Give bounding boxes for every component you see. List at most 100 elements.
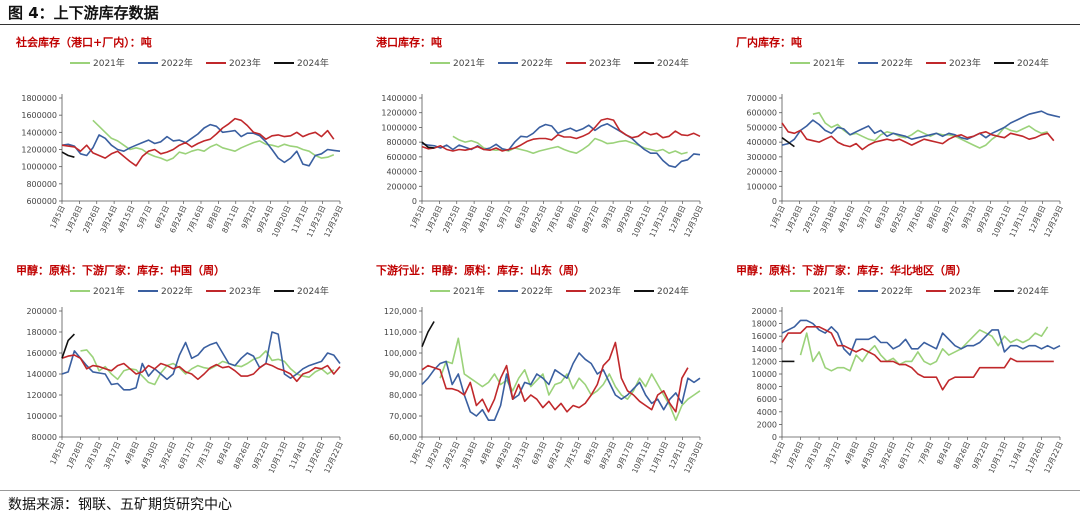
chart-1-ytick-label-0: 1400000 bbox=[381, 94, 417, 103]
chart-5-svg: 甲醇：原料：下游厂家：库存：华北地区（周） 2021年 2022年 2023年 2024… bbox=[736, 263, 1065, 475]
chart-1-ytick-label-7: 0 bbox=[412, 197, 417, 206]
chart-0-svg: 社会库存（港口+厂内）：吨 2021年 2022年 2023年 2024年 1800000… bbox=[15, 35, 345, 239]
chart-5-legend-label-1: 2022年 bbox=[881, 285, 913, 297]
chart-3-xtick-label-1: 1月28日 bbox=[65, 440, 86, 470]
chart-0-series-line-2 bbox=[61, 117, 335, 167]
chart-3-ytick-label-3: 140000 bbox=[26, 370, 57, 379]
chart-1-series-line-1 bbox=[421, 123, 701, 168]
source-note: 数据来源：钢联、五矿期货研究中心 bbox=[8, 497, 232, 513]
chart-2-ytick-label-7: 0 bbox=[772, 197, 777, 206]
chart-4-series-line-2 bbox=[421, 341, 689, 413]
chart-1-legend-label-0: 2021年 bbox=[453, 57, 485, 69]
chart-5-xtick-label-10: 8月26日 bbox=[952, 440, 973, 470]
chart-2-series-line-1 bbox=[781, 110, 1061, 146]
chart-1-ytick-label-2: 1000000 bbox=[381, 123, 417, 132]
chart-5-series-line-1 bbox=[781, 319, 1061, 356]
chart-2-ytick-label-4: 300000 bbox=[746, 153, 777, 162]
chart-5-xtick-label-12: 10月13日 bbox=[987, 440, 1010, 475]
chart-5-legend-label-2: 2023年 bbox=[949, 285, 981, 297]
chart-1-xtick-label-9: 8月6日 bbox=[565, 204, 584, 230]
chart-1-xtick-label-0: 1月5日 bbox=[408, 204, 427, 230]
bottom-rule bbox=[0, 490, 1080, 491]
chart-3-series-line-1 bbox=[61, 331, 341, 391]
chart-5-xtick-label-13: 11月4日 bbox=[1007, 440, 1028, 470]
chart-3-ytick-label-1: 180000 bbox=[26, 328, 57, 337]
chart-3-series-line-3 bbox=[61, 333, 75, 359]
chart-2-ytick-label-6: 100000 bbox=[746, 182, 777, 191]
chart-5-ytick-label-1: 18000 bbox=[752, 320, 777, 329]
chart-1-xtick-label-6: 6月3日 bbox=[513, 204, 532, 230]
chart-2-series-line-0 bbox=[812, 111, 1048, 149]
chart-5-ytick-label-9: 2000 bbox=[757, 420, 777, 429]
chart-0-ytick-label-2: 1400000 bbox=[21, 128, 57, 137]
chart-5-ytick-label-6: 8000 bbox=[757, 383, 777, 392]
chart-5-xtick-label-8: 7月9日 bbox=[917, 440, 936, 466]
chart-2-ytick-label-1: 600000 bbox=[746, 109, 777, 118]
chart-1-svg: 港口库存：吨 2021年 2022年 2023年 2024年 1400000 1200000… bbox=[376, 35, 705, 239]
chart-2-xtick-label-0: 1月5日 bbox=[768, 204, 787, 230]
chart-4-xtick-label-7: 6月3日 bbox=[530, 440, 549, 466]
chart-3-series-line-2 bbox=[61, 354, 341, 383]
chart-5-ytick-label-8: 4000 bbox=[757, 408, 777, 417]
chart-1-ytick-label-4: 600000 bbox=[386, 153, 417, 162]
chart-1-series-line-2 bbox=[421, 117, 701, 152]
chart-0-xtick-label-10: 8月11日 bbox=[220, 204, 241, 234]
figure-title: 图 4：上下游库存数据 bbox=[8, 4, 159, 22]
chart-4-title: 下游行业：甲醇：原料：库存：山东（周） bbox=[376, 263, 585, 277]
chart-2-series-line-3 bbox=[781, 137, 795, 148]
chart-4-xtick-label-9: 7月15日 bbox=[563, 440, 584, 470]
chart-4-ytick-label-3: 90,000 bbox=[389, 370, 417, 379]
chart-2-xtick-label-9: 8月6日 bbox=[925, 204, 944, 230]
chart-1-xtick-label-5: 5月7日 bbox=[495, 204, 514, 230]
chart-4-xtick-label-0: 1月5日 bbox=[408, 440, 427, 466]
chart-4-xtick-label-10: 8月5日 bbox=[582, 440, 601, 466]
chart-0-ytick-label-0: 1800000 bbox=[21, 94, 57, 103]
chart-3-ytick-label-6: 80000 bbox=[32, 433, 57, 442]
chart-4-ytick-label-0: 120,000 bbox=[384, 307, 417, 316]
chart-5-xtick-label-11: 9月22日 bbox=[970, 440, 991, 470]
chart-1-legend-label-2: 2023年 bbox=[589, 57, 621, 69]
chart-5-ytick-label-10: 0 bbox=[772, 433, 777, 442]
chart-0-xtick-label-9: 8月8日 bbox=[205, 204, 224, 230]
chart-2-svg: 厂内库存：吨 2021年 2022年 2023年 2024年 700000 600000 50… bbox=[736, 35, 1065, 239]
chart-3-xtick-label-0: 1月5日 bbox=[48, 440, 67, 466]
chart-panel-2: 厂内库存：吨 2021年 2022年 2023年 2024年 700000 600000 50… bbox=[730, 30, 1075, 248]
chart-panel-5: 甲醇：原料：下游厂家：库存：华北地区（周） 2021年 2022年 2023年 2024… bbox=[730, 258, 1075, 486]
chart-1-xtick-label-10: 8月27日 bbox=[580, 204, 601, 234]
chart-4-svg: 下游行业：甲醇：原料：库存：山东（周） 2021年 2022年 2023年 2024年 1… bbox=[376, 263, 705, 475]
chart-1-legend-label-3: 2024年 bbox=[657, 57, 689, 69]
chart-2-ytick-label-0: 700000 bbox=[746, 94, 777, 103]
chart-2-legend-label-0: 2021年 bbox=[813, 57, 845, 69]
chart-0-series-line-3 bbox=[61, 151, 75, 158]
chart-0-legend-label-1: 2022年 bbox=[161, 57, 193, 69]
chart-panel-3: 甲醇：原料：下游厂家：库存：中国（周） 2021年 2022年 2023年 2024年 2… bbox=[10, 258, 355, 486]
chart-3-xtick-label-5: 4月30日 bbox=[139, 440, 160, 470]
chart-0-xtick-label-11: 9月2日 bbox=[239, 204, 258, 230]
chart-1-ytick-label-3: 800000 bbox=[386, 138, 417, 147]
chart-5-series-line-2 bbox=[781, 326, 1054, 391]
chart-4-legend-label-0: 2021年 bbox=[453, 285, 485, 297]
title-rule bbox=[0, 24, 1080, 25]
chart-3-legend-label-1: 2022年 bbox=[161, 285, 193, 297]
chart-0-ytick-label-6: 600000 bbox=[26, 197, 57, 206]
chart-2-ytick-label-3: 400000 bbox=[746, 138, 777, 147]
chart-0-xtick-label-8: 7月16日 bbox=[185, 204, 206, 234]
chart-3-xtick-label-11: 9月22日 bbox=[250, 440, 271, 470]
chart-4-series-line-1 bbox=[421, 352, 701, 421]
chart-4-xtick-label-6: 5月13日 bbox=[511, 440, 532, 470]
chart-1-title: 港口库存：吨 bbox=[376, 35, 442, 49]
chart-0-series-line-0 bbox=[92, 119, 335, 162]
chart-2-ytick-label-2: 500000 bbox=[746, 123, 777, 132]
chart-5-xtick-label-2: 2月19日 bbox=[803, 440, 824, 470]
chart-0-ytick-label-1: 1600000 bbox=[21, 111, 57, 120]
chart-4-legend-label-1: 2022年 bbox=[521, 285, 553, 297]
chart-0-ytick-label-4: 1000000 bbox=[21, 163, 57, 172]
chart-3-xtick-label-3: 3月17日 bbox=[102, 440, 123, 470]
chart-5-legend-label-3: 2024年 bbox=[1017, 285, 1049, 297]
chart-4-series-line-3 bbox=[421, 321, 435, 348]
chart-3-ytick-label-0: 200000 bbox=[26, 307, 57, 316]
chart-panel-4: 下游行业：甲醇：原料：库存：山东（周） 2021年 2022年 2023年 2024年 1… bbox=[370, 258, 715, 486]
chart-1-ytick-label-1: 1200000 bbox=[381, 109, 417, 118]
chart-1-ytick-label-6: 200000 bbox=[386, 182, 417, 191]
chart-2-xtick-label-10: 8月27日 bbox=[940, 204, 961, 234]
